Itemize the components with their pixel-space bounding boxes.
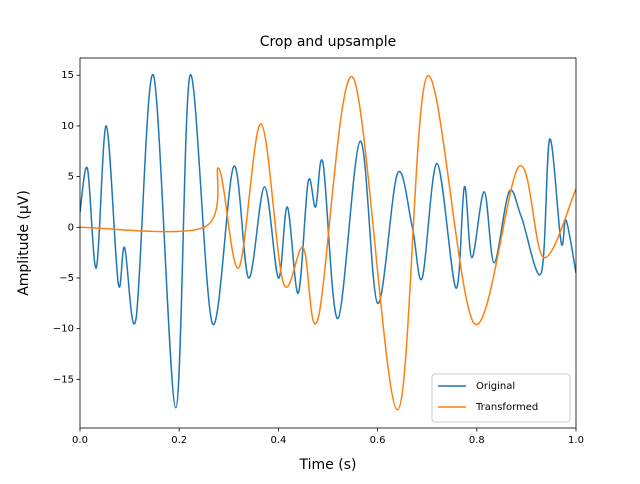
y-tick-label: 5: [68, 172, 74, 183]
line-series: [80, 74, 576, 409]
line-series: [80, 75, 576, 411]
chart-title: Crop and upsample: [260, 34, 397, 50]
y-tick-label: −10: [53, 324, 74, 335]
x-tick-label: 0.0: [72, 435, 88, 446]
y-tick-label: −15: [53, 374, 74, 385]
legend-label: Original: [476, 381, 515, 392]
y-axis-label: Amplitude (µV): [16, 190, 32, 296]
y-tick-label: −5: [59, 273, 74, 284]
y-tick-label: 10: [61, 121, 74, 132]
y-tick-label: 15: [61, 70, 74, 81]
plot-frame: [79, 57, 577, 429]
y-tick-label: 0: [68, 222, 74, 233]
x-tick-label: 0.4: [270, 435, 286, 446]
legend-label: Transformed: [475, 402, 538, 413]
x-tick-label: 0.2: [171, 435, 187, 446]
legend-box: [431, 373, 571, 423]
x-tick-label: 0.6: [370, 435, 386, 446]
x-tick-label: 1.0: [568, 435, 584, 446]
x-tick-label: 0.8: [469, 435, 485, 446]
x-axis-label: Time (s): [299, 457, 357, 473]
